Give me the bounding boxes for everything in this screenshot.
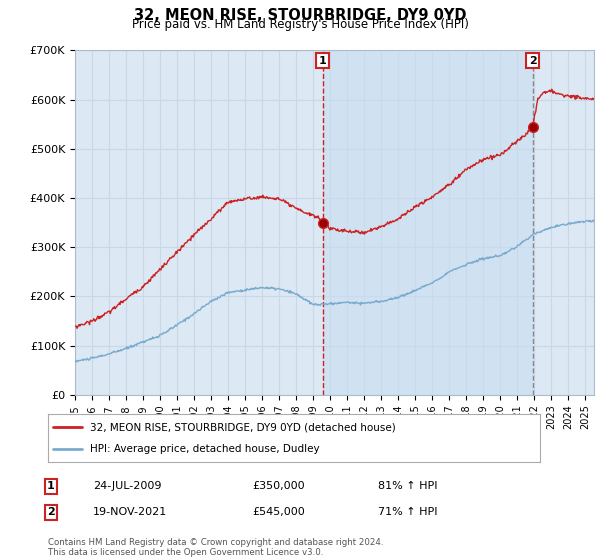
Text: 1: 1: [319, 55, 326, 66]
Text: 32, MEON RISE, STOURBRIDGE, DY9 0YD (detached house): 32, MEON RISE, STOURBRIDGE, DY9 0YD (det…: [90, 422, 395, 432]
Text: £350,000: £350,000: [252, 481, 305, 491]
Text: 19-NOV-2021: 19-NOV-2021: [93, 507, 167, 517]
Text: 24-JUL-2009: 24-JUL-2009: [93, 481, 161, 491]
Text: Contains HM Land Registry data © Crown copyright and database right 2024.
This d: Contains HM Land Registry data © Crown c…: [48, 538, 383, 557]
Text: 2: 2: [529, 55, 536, 66]
Text: 32, MEON RISE, STOURBRIDGE, DY9 0YD: 32, MEON RISE, STOURBRIDGE, DY9 0YD: [134, 8, 466, 24]
Bar: [323, 50, 533, 395]
Text: 2: 2: [47, 507, 55, 517]
Text: 71% ↑ HPI: 71% ↑ HPI: [378, 507, 437, 517]
Text: 81% ↑ HPI: 81% ↑ HPI: [378, 481, 437, 491]
Text: Price paid vs. HM Land Registry's House Price Index (HPI): Price paid vs. HM Land Registry's House …: [131, 18, 469, 31]
Text: HPI: Average price, detached house, Dudley: HPI: Average price, detached house, Dudl…: [90, 444, 319, 454]
Text: £545,000: £545,000: [252, 507, 305, 517]
Text: 1: 1: [47, 481, 55, 491]
